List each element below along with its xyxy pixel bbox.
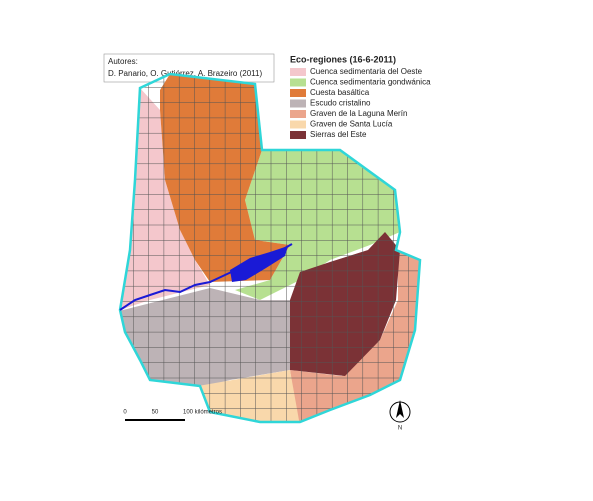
legend-label: Cuenca sedimentaria gondwánica	[310, 78, 431, 87]
country-outline	[118, 72, 422, 424]
legend-swatch	[290, 68, 306, 76]
scale-label: 100 kilómetros	[183, 410, 222, 416]
legend-swatch	[290, 110, 306, 118]
eco-region	[290, 248, 420, 422]
reservoir	[230, 246, 288, 282]
legend-swatch	[290, 89, 306, 97]
legend-label: Sierras del Este	[310, 130, 367, 139]
eco-region	[290, 232, 400, 376]
legend-swatch	[290, 99, 306, 108]
north-arrow-needle	[396, 400, 404, 418]
legend-swatch	[290, 78, 306, 87]
eco-region	[120, 288, 292, 388]
legend-label: Cuesta basáltica	[310, 88, 370, 97]
legend-swatch	[290, 131, 306, 139]
legend-label: Graven de Santa Lucía	[310, 120, 393, 129]
legend-title: Eco-regiones (16-6-2011)	[290, 54, 396, 64]
legend-label: Graven de la Laguna Merín	[310, 109, 407, 118]
scale-label: 50	[152, 410, 159, 416]
legend-label: Cuenca sedimentaria del Oeste	[310, 67, 423, 76]
legend-label: Escudo cristalino	[310, 99, 371, 108]
scale-label: 0	[123, 410, 127, 416]
authors-heading: Autores:	[108, 57, 138, 66]
authors-names: D. Panario, O. Gutiérrez, A. Brazeiro (2…	[108, 69, 262, 78]
eco-region	[198, 370, 300, 422]
north-label: N	[398, 426, 402, 432]
eco-region	[120, 88, 210, 310]
legend-swatch	[290, 120, 306, 129]
